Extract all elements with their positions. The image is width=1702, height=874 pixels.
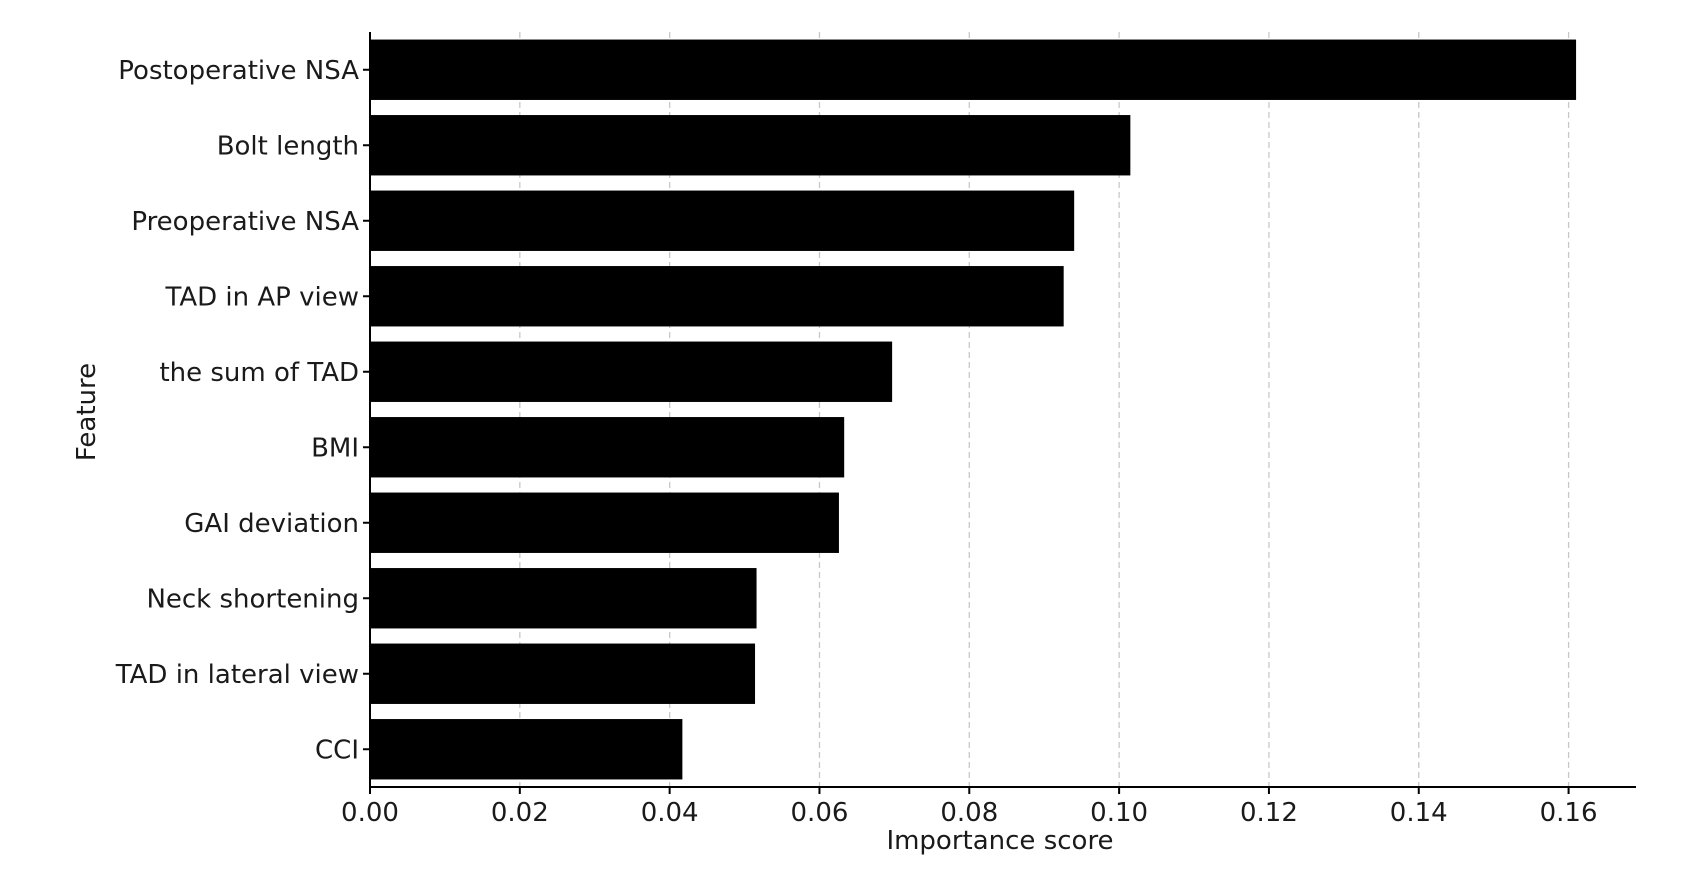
x-tick-label: 0.00: [341, 798, 399, 828]
x-tick-label: 0.12: [1240, 798, 1298, 828]
labels-layer: 0.00 0.02 0.04 0.06 0.08 0.10 0.12 0.14 0.16 Post…: [115, 56, 1598, 828]
y-axis-title: Feature: [72, 363, 102, 461]
x-tick-label: 0.14: [1390, 798, 1448, 828]
y-category-label: Neck shortening: [146, 584, 359, 614]
bar-the-sum-of-tad: [370, 341, 893, 402]
x-axis-title: Importance score: [886, 826, 1113, 856]
bar-postoperative-nsa: [370, 39, 1577, 100]
y-category-label: Preoperative NSA: [131, 207, 359, 237]
y-category-label: GAI deviation: [184, 509, 359, 539]
bar-gai-deviation: [370, 492, 839, 553]
y-category-label: BMI: [311, 433, 359, 463]
y-category-label: Postoperative NSA: [118, 56, 359, 86]
x-tick-label: 0.16: [1540, 798, 1598, 828]
x-tick-label: 0.08: [940, 798, 998, 828]
y-category-label: CCI: [315, 735, 359, 765]
x-tick-label: 0.10: [1090, 798, 1148, 828]
x-tick-label: 0.04: [641, 798, 699, 828]
x-tick-label: 0.06: [791, 798, 849, 828]
bar-neck-shortening: [370, 568, 757, 629]
bars-layer: [370, 39, 1577, 780]
axes-layer: [363, 32, 1636, 794]
bar-cci: [370, 719, 683, 780]
y-category-label: TAD in AP view: [164, 282, 359, 312]
bar-bolt-length: [370, 115, 1131, 176]
bar-tad-in-lateral-view: [370, 643, 756, 704]
y-category-label: Bolt length: [217, 131, 359, 161]
bar-bmi: [370, 417, 845, 478]
bar-tad-in-ap-view: [370, 266, 1064, 327]
bar-preoperative-nsa: [370, 190, 1075, 251]
y-category-label: TAD in lateral view: [115, 660, 359, 690]
x-tick-label: 0.02: [491, 798, 549, 828]
y-category-label: the sum of TAD: [159, 358, 359, 388]
